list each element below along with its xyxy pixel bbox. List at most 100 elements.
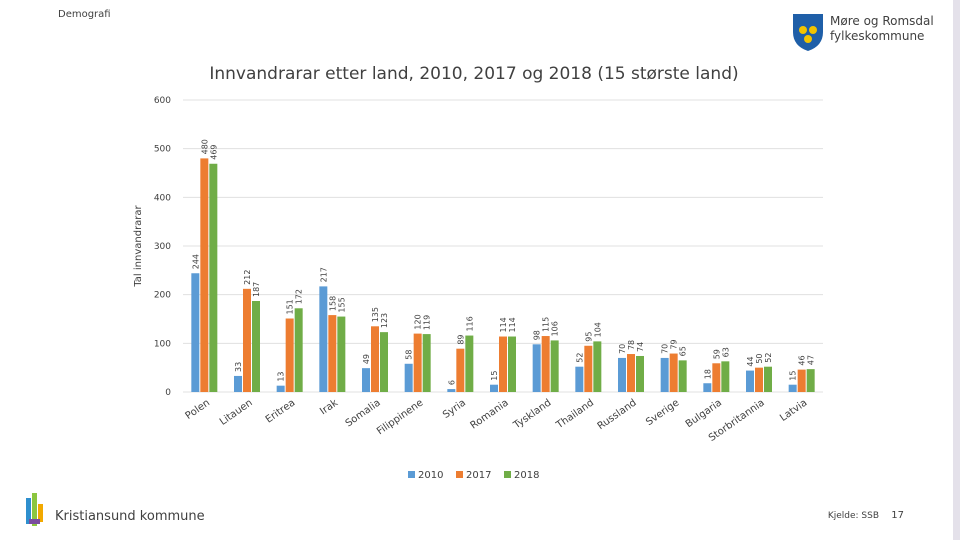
y-tick-label: 600 bbox=[154, 96, 171, 106]
data-label: 46 bbox=[798, 355, 807, 365]
bar bbox=[276, 385, 285, 392]
bar bbox=[532, 344, 541, 392]
data-label: 212 bbox=[243, 270, 252, 285]
bar bbox=[797, 369, 806, 392]
y-tick-label: 200 bbox=[154, 291, 171, 301]
data-label: 158 bbox=[328, 296, 337, 311]
bar bbox=[413, 333, 422, 392]
bar bbox=[541, 336, 550, 392]
data-label: 44 bbox=[746, 356, 755, 366]
data-label: 18 bbox=[703, 369, 712, 379]
bar bbox=[294, 308, 303, 392]
bar bbox=[422, 334, 431, 392]
legend-swatch bbox=[504, 471, 511, 478]
logo-bar bbox=[32, 493, 37, 526]
x-tick-label: Thailand bbox=[554, 397, 596, 431]
logo-bar bbox=[29, 519, 40, 524]
data-label: 49 bbox=[362, 354, 371, 364]
bar bbox=[678, 360, 687, 392]
bar bbox=[243, 288, 251, 392]
legend-swatch bbox=[408, 471, 415, 478]
data-label: 15 bbox=[789, 371, 798, 381]
page-number: 17 bbox=[891, 510, 904, 521]
legend-label: 2017 bbox=[466, 470, 491, 481]
data-label: 89 bbox=[456, 334, 465, 344]
data-label: 70 bbox=[618, 344, 627, 354]
bar bbox=[746, 370, 754, 392]
data-label: 50 bbox=[755, 353, 764, 363]
bar bbox=[447, 389, 456, 392]
data-label: 95 bbox=[584, 332, 593, 342]
data-label: 119 bbox=[423, 315, 432, 330]
x-tick-label: Eritrea bbox=[264, 397, 298, 425]
bar bbox=[328, 315, 337, 392]
bar bbox=[200, 158, 209, 392]
data-label: 120 bbox=[414, 314, 423, 329]
data-label: 79 bbox=[670, 339, 679, 349]
data-label: 172 bbox=[295, 289, 304, 304]
x-tick-label: Polen bbox=[184, 397, 212, 422]
organization: Kristiansund kommune bbox=[55, 509, 205, 524]
data-label: 244 bbox=[191, 254, 200, 269]
data-label: 135 bbox=[371, 307, 380, 322]
data-label: 98 bbox=[533, 330, 542, 340]
bar bbox=[703, 383, 712, 392]
bar bbox=[191, 273, 200, 392]
data-label: 59 bbox=[712, 349, 721, 359]
bar bbox=[362, 368, 370, 392]
bar bbox=[618, 357, 626, 392]
x-tick-label: Latvia bbox=[778, 397, 809, 423]
bar bbox=[584, 345, 593, 392]
logo-mark bbox=[799, 26, 807, 34]
bar bbox=[285, 318, 294, 392]
data-label: 115 bbox=[542, 317, 551, 332]
source: Kjelde: SSB bbox=[828, 511, 879, 521]
y-axis-label: Tal innvandrarar bbox=[133, 204, 144, 287]
data-label: 217 bbox=[319, 267, 328, 282]
x-tick-label: Romania bbox=[469, 397, 511, 431]
data-label: 78 bbox=[627, 340, 636, 350]
bar bbox=[456, 348, 465, 392]
bar bbox=[234, 375, 242, 392]
logo-text: Møre og Romsdal bbox=[830, 14, 934, 28]
x-tick-label: Bulgaria bbox=[684, 397, 724, 430]
logo-mark bbox=[809, 26, 817, 34]
bar bbox=[380, 332, 388, 392]
data-label: 13 bbox=[277, 371, 286, 381]
y-tick-label: 400 bbox=[154, 193, 171, 203]
bar bbox=[593, 341, 602, 392]
data-label: 52 bbox=[575, 353, 584, 363]
legend-label: 2010 bbox=[418, 470, 443, 481]
x-tick-label: Russland bbox=[596, 397, 639, 432]
bar bbox=[490, 384, 498, 392]
y-tick-label: 500 bbox=[154, 145, 171, 155]
bar bbox=[575, 366, 584, 392]
data-label: 114 bbox=[508, 317, 517, 332]
bar bbox=[252, 300, 260, 392]
data-label: 47 bbox=[807, 355, 816, 365]
logo-shield bbox=[793, 14, 823, 51]
bar bbox=[721, 361, 730, 392]
x-tick-label: Tyskland bbox=[511, 397, 553, 431]
bar bbox=[660, 357, 669, 392]
chart-title: Innvandrarar etter land, 2010, 2017 og 2… bbox=[209, 64, 738, 84]
legend-swatch bbox=[456, 471, 463, 478]
data-label: 155 bbox=[337, 297, 346, 312]
data-label: 106 bbox=[551, 321, 560, 336]
data-label: 123 bbox=[380, 313, 389, 328]
x-tick-label: Filippinene bbox=[375, 397, 425, 437]
section-label: Demografi bbox=[58, 9, 111, 20]
x-tick-label: Syria bbox=[441, 397, 468, 421]
data-label: 116 bbox=[465, 316, 474, 331]
data-label: 65 bbox=[679, 346, 688, 356]
data-label: 480 bbox=[200, 139, 209, 154]
bar bbox=[806, 369, 815, 392]
bar bbox=[755, 367, 763, 392]
logo-text: fylkeskommune bbox=[830, 29, 924, 43]
data-label: 63 bbox=[721, 347, 730, 357]
bar bbox=[764, 366, 772, 392]
bar bbox=[508, 336, 516, 392]
x-tick-label: Irak bbox=[318, 397, 340, 417]
